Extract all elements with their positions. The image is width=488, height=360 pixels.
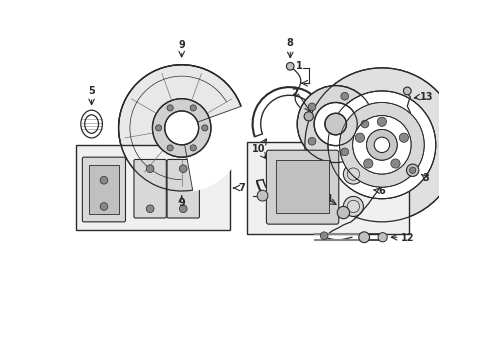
- Circle shape: [373, 137, 389, 153]
- Circle shape: [339, 103, 424, 187]
- Circle shape: [305, 68, 458, 222]
- Text: 9: 9: [178, 198, 184, 208]
- Bar: [276, 160, 328, 213]
- Circle shape: [337, 206, 349, 219]
- Circle shape: [409, 167, 415, 173]
- Circle shape: [380, 117, 389, 126]
- Text: 9: 9: [178, 40, 184, 50]
- Circle shape: [179, 205, 187, 213]
- FancyBboxPatch shape: [82, 157, 125, 222]
- Circle shape: [360, 120, 368, 128]
- Circle shape: [146, 165, 154, 172]
- Text: 11: 11: [321, 194, 334, 204]
- Circle shape: [202, 125, 207, 131]
- Circle shape: [307, 103, 315, 111]
- Text: 3: 3: [422, 173, 428, 183]
- Circle shape: [190, 145, 196, 151]
- Text: 6: 6: [377, 186, 384, 196]
- Circle shape: [146, 205, 154, 213]
- Circle shape: [304, 112, 313, 121]
- Bar: [246, 142, 408, 234]
- Circle shape: [390, 159, 399, 168]
- Circle shape: [403, 87, 410, 95]
- Circle shape: [366, 130, 396, 160]
- Circle shape: [320, 232, 327, 239]
- Circle shape: [286, 62, 293, 70]
- Circle shape: [164, 111, 198, 145]
- Text: 10: 10: [251, 144, 265, 154]
- Text: 13: 13: [420, 92, 433, 102]
- Circle shape: [179, 165, 187, 172]
- Circle shape: [297, 86, 373, 163]
- Circle shape: [340, 93, 348, 100]
- Circle shape: [406, 164, 418, 176]
- Bar: [89, 165, 118, 214]
- Circle shape: [152, 99, 210, 157]
- Circle shape: [190, 105, 196, 111]
- Text: 12: 12: [400, 233, 414, 243]
- Wedge shape: [182, 106, 246, 192]
- Circle shape: [398, 133, 407, 142]
- Circle shape: [358, 232, 369, 243]
- Circle shape: [257, 190, 267, 201]
- Circle shape: [377, 233, 386, 242]
- Circle shape: [307, 138, 315, 145]
- Text: 7: 7: [238, 183, 244, 193]
- FancyBboxPatch shape: [134, 159, 166, 218]
- Circle shape: [167, 105, 173, 111]
- Circle shape: [324, 113, 346, 135]
- Circle shape: [352, 116, 410, 174]
- Ellipse shape: [343, 164, 363, 184]
- Text: 1: 1: [296, 61, 302, 71]
- Text: 4: 4: [341, 109, 347, 119]
- Circle shape: [363, 159, 372, 168]
- Circle shape: [118, 65, 244, 191]
- Circle shape: [167, 145, 173, 151]
- Text: 8: 8: [286, 38, 293, 48]
- Circle shape: [100, 203, 107, 210]
- Circle shape: [355, 133, 364, 142]
- Circle shape: [377, 117, 386, 126]
- FancyBboxPatch shape: [266, 150, 338, 224]
- Circle shape: [327, 91, 435, 199]
- Text: 5: 5: [88, 86, 95, 96]
- Circle shape: [340, 148, 348, 156]
- Text: 2: 2: [291, 88, 298, 98]
- FancyBboxPatch shape: [167, 159, 199, 218]
- Circle shape: [313, 103, 357, 145]
- Ellipse shape: [343, 197, 363, 216]
- Circle shape: [155, 125, 162, 131]
- Bar: [76, 145, 230, 230]
- Circle shape: [100, 176, 107, 184]
